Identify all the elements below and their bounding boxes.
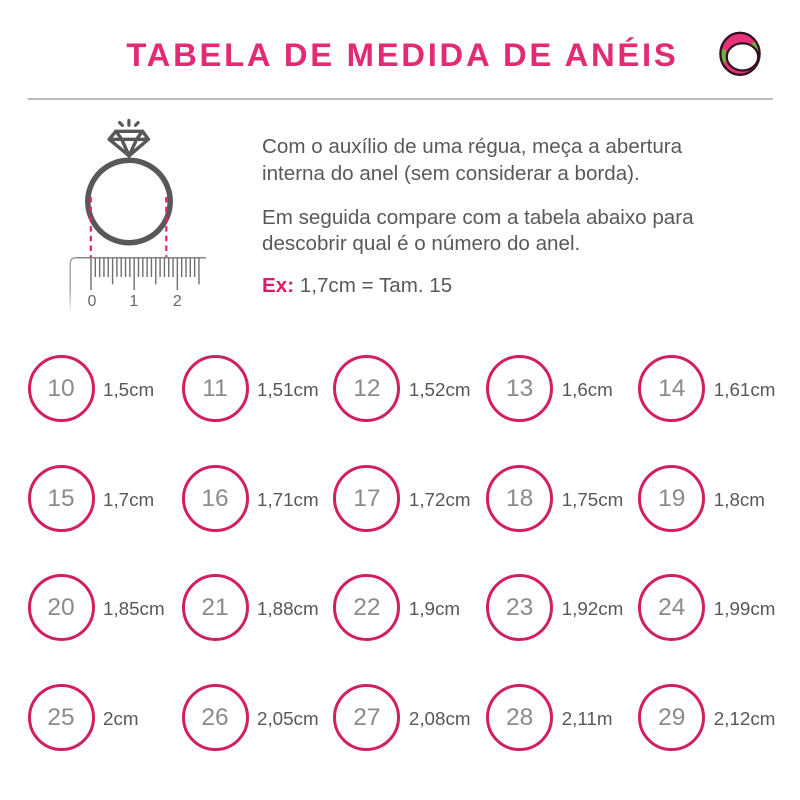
svg-text:1: 1: [129, 293, 138, 310]
svg-text:0: 0: [88, 293, 97, 310]
svg-text:2: 2: [173, 293, 182, 310]
